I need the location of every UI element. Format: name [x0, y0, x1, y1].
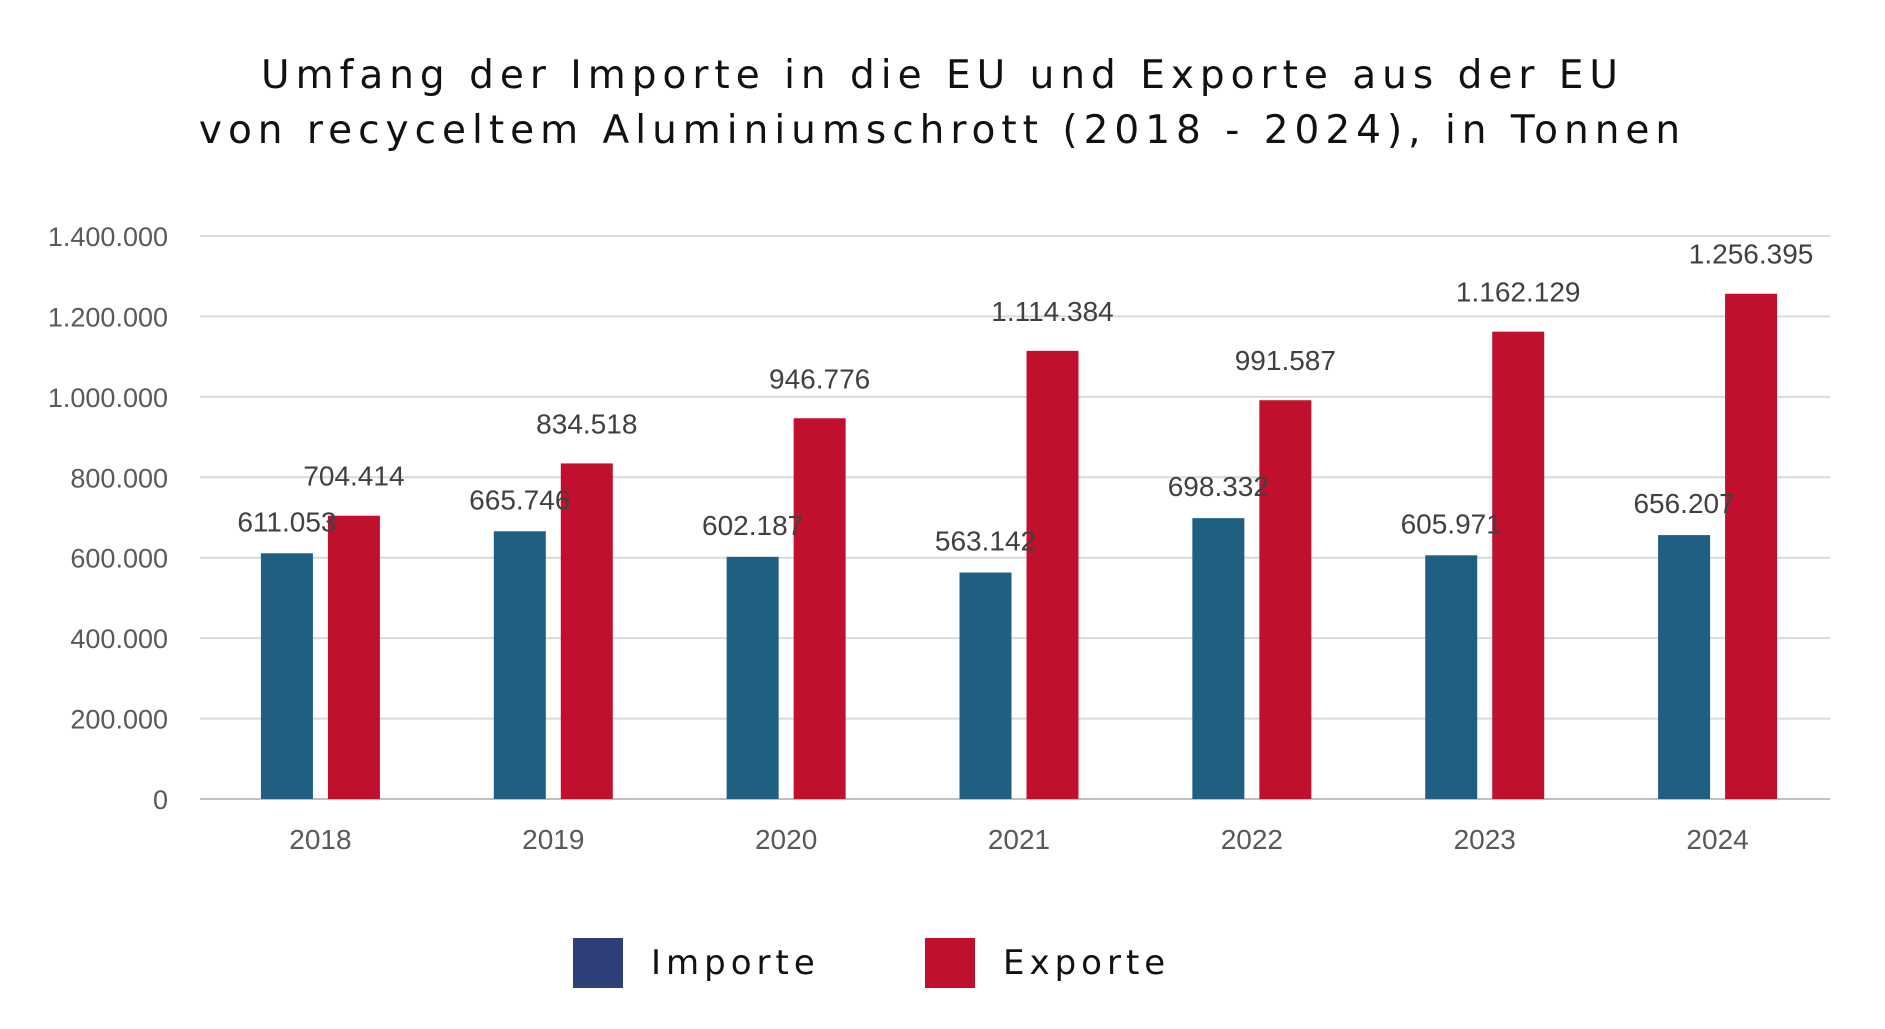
chart-title-line-2: von recyceltem Aluminiumschrott (2018 - … — [198, 108, 1687, 153]
value-label-importe: 611.053 — [237, 506, 336, 537]
bar-importe — [1658, 535, 1711, 799]
value-label-importe: 665.746 — [469, 484, 570, 515]
value-label-exporte: 834.518 — [536, 408, 637, 439]
value-label-exporte: 1.162.129 — [1456, 277, 1581, 308]
y-tick-label: 800.000 — [70, 463, 168, 493]
y-tick-label: 400.000 — [70, 624, 168, 654]
y-tick-label: 600.000 — [70, 544, 168, 574]
x-tick-label: 2024 — [1686, 824, 1748, 855]
value-label-importe: 563.142 — [935, 526, 1036, 557]
y-tick-label: 0 — [153, 785, 168, 815]
chart-title: Umfang der Importe in die EU und Exporte… — [0, 48, 1885, 158]
bar-importe — [260, 553, 313, 799]
bar-exporte — [560, 463, 613, 799]
y-tick-label: 1.000.000 — [48, 383, 168, 413]
bar-exporte — [1492, 331, 1545, 799]
value-label-importe: 602.187 — [702, 510, 803, 541]
legend-swatch-exporte — [925, 938, 975, 988]
bar-exporte — [327, 515, 380, 799]
legend: Importe Exporte — [0, 938, 1885, 998]
legend-item-importe: Importe — [573, 938, 820, 988]
x-tick-label: 2018 — [289, 824, 351, 855]
x-tick-label: 2023 — [1454, 824, 1516, 855]
bar-exporte — [793, 418, 846, 799]
bar-importe — [493, 531, 546, 799]
y-tick-label: 1.400.000 — [48, 222, 168, 252]
x-tick-label: 2021 — [988, 824, 1050, 855]
bar-exporte — [1026, 350, 1079, 799]
legend-label-importe: Importe — [651, 943, 820, 983]
bar-importe — [959, 572, 1012, 799]
legend-label-exporte: Exporte — [1003, 943, 1171, 983]
chart-title-line-1: Umfang der Importe in die EU und Exporte… — [261, 53, 1624, 98]
value-label-exporte: 1.114.384 — [991, 296, 1114, 327]
x-tick-label: 2020 — [755, 824, 817, 855]
value-label-importe: 605.971 — [1401, 508, 1502, 539]
bar-importe — [726, 556, 779, 799]
y-tick-label: 200.000 — [70, 705, 168, 735]
value-label-importe: 656.207 — [1633, 488, 1734, 519]
bar-importe — [1425, 555, 1478, 799]
legend-swatch-importe — [573, 938, 623, 988]
legend-item-exporte: Exporte — [925, 938, 1170, 988]
value-label-importe: 698.332 — [1168, 471, 1269, 502]
value-label-exporte: 1.256.395 — [1689, 239, 1814, 270]
y-tick-label: 1.200.000 — [48, 302, 168, 332]
x-tick-label: 2022 — [1221, 824, 1283, 855]
value-label-exporte: 991.587 — [1235, 345, 1336, 376]
bar-exporte — [1725, 293, 1778, 799]
x-tick-label: 2019 — [522, 824, 584, 855]
bar-exporte — [1259, 400, 1312, 799]
value-label-exporte: 946.776 — [769, 363, 870, 394]
bar-importe — [1192, 518, 1245, 799]
value-label-exporte: 704.414 — [303, 461, 404, 492]
